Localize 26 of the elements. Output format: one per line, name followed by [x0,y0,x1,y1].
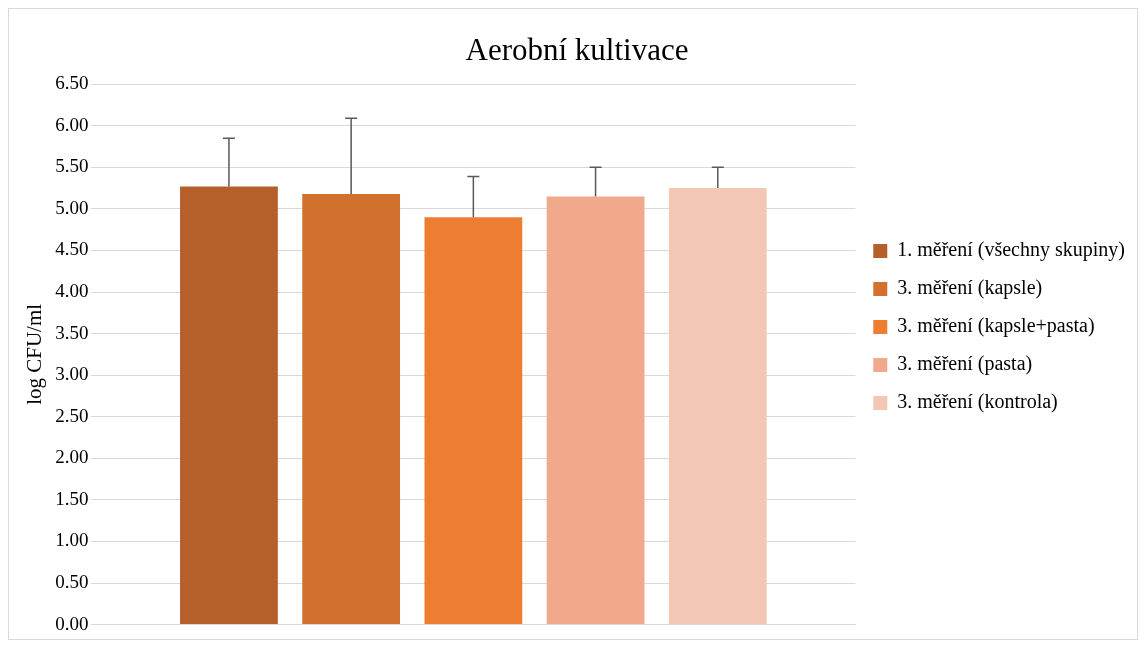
y-tick-label: 3.50 [55,321,89,343]
legend-label: 3. měření (kapsle+pasta) [897,314,1095,338]
y-tick-label: 2.50 [55,404,89,426]
bar [180,186,278,625]
y-tick-label: 6.50 [55,72,89,94]
y-tick-label: 4.00 [55,280,89,302]
y-tick-label: 5.00 [55,196,89,218]
y-tick-label: 1.00 [55,529,89,551]
y-tick-label: 5.50 [55,155,89,177]
y-tick-label: 0.00 [55,612,89,634]
bar [424,217,523,625]
bar [546,196,645,625]
y-tick-label: 3.00 [55,363,89,385]
chart-title: Aerobní kultivace [465,31,689,67]
bar [668,188,767,625]
y-tick-label: 1.50 [55,487,89,509]
bar [302,193,401,625]
y-tick-label: 6.00 [55,113,89,135]
y-axis-title: log CFU/ml [22,303,47,405]
legend-label: 1. měření (všechny skupiny) [897,238,1126,262]
y-tick-label: 0.50 [55,571,89,593]
y-tick-label: 4.50 [55,238,89,260]
legend-label: 3. měření (kontrola) [897,390,1058,414]
legend-label: 3. měření (pasta) [897,352,1033,376]
y-tick-label: 2.00 [55,446,89,468]
legend-label: 3. měření (kapsle) [897,276,1043,300]
